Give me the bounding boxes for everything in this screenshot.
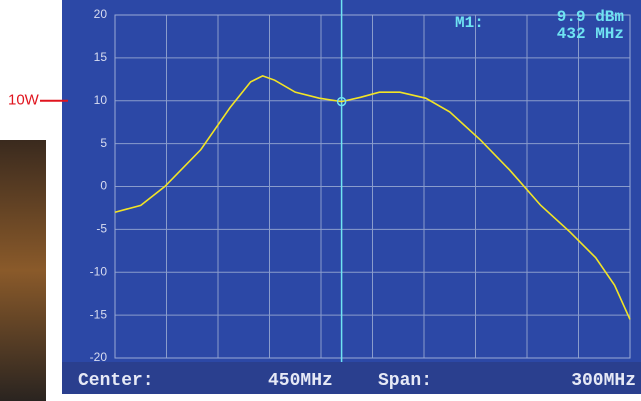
y-tick-label: 15 (94, 50, 108, 64)
marker-freq: 432 MHz (557, 25, 624, 43)
plot-border (114, 14, 631, 359)
trace (114, 75, 631, 320)
photo-strip (0, 140, 46, 401)
y-tick-label: -20 (90, 350, 108, 364)
status-bar (62, 362, 641, 394)
center-value: 450MHz (268, 371, 333, 391)
span-value: 300MHz (571, 371, 636, 391)
marker-level: 9.9 dBm (557, 8, 625, 26)
annotation-text: 10W (8, 92, 40, 109)
y-tick-label: -5 (96, 222, 107, 236)
marker-label: M1: (455, 14, 484, 32)
y-tick-label: -15 (90, 307, 108, 321)
marker-point (336, 96, 347, 107)
y-tick-label: 0 (100, 179, 107, 193)
y-tick-label: 5 (100, 136, 107, 150)
span-label: Span: (378, 371, 432, 391)
center-label: Center: (78, 371, 154, 391)
y-tick-label: 10 (94, 93, 108, 107)
y-tick-label: -10 (90, 264, 108, 278)
y-tick-label: 20 (94, 7, 108, 21)
